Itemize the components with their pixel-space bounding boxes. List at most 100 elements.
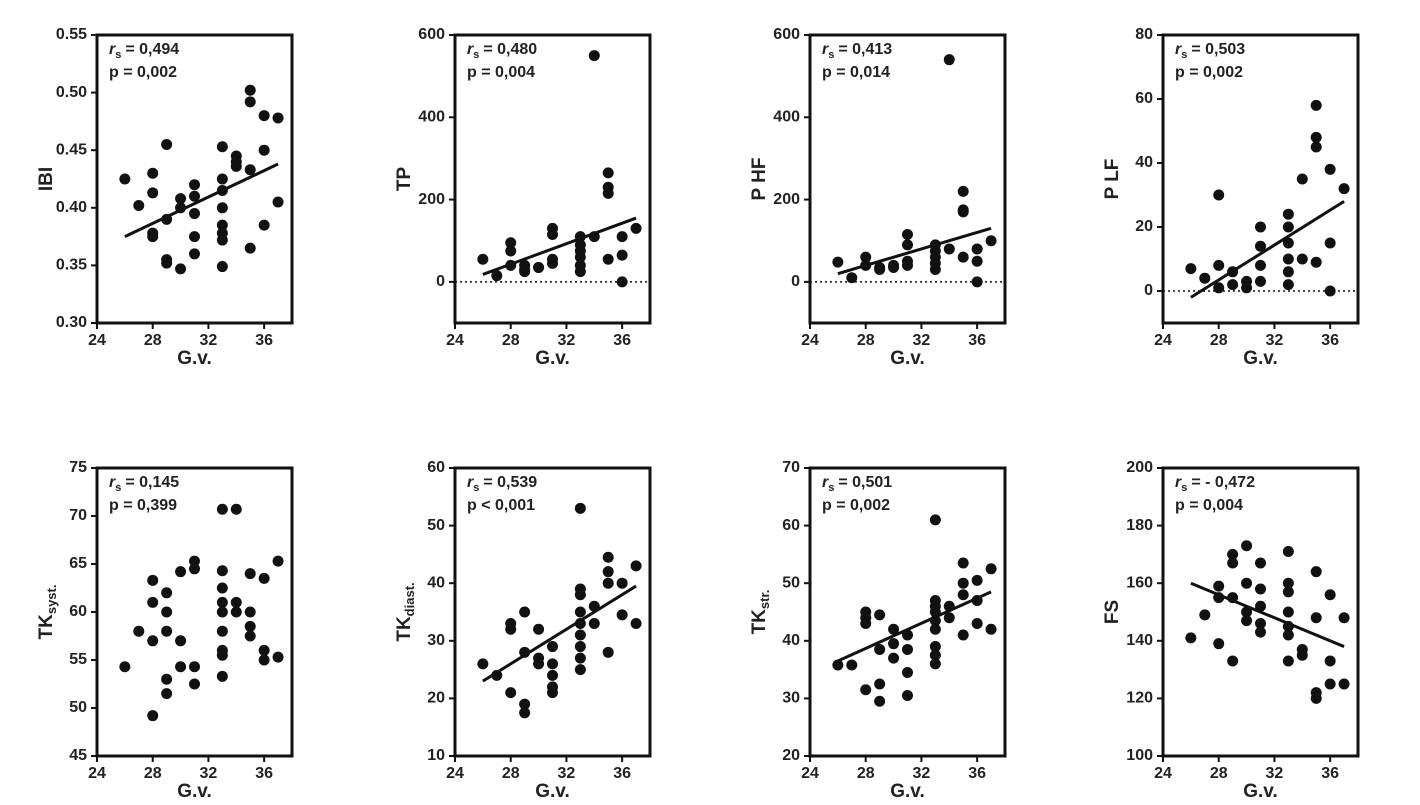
point — [161, 138, 173, 150]
y-tick-label: 200 — [1126, 459, 1153, 476]
point — [860, 251, 872, 263]
r-subscript: s — [473, 482, 479, 494]
point — [985, 623, 997, 635]
y-axis-label: TKsyst. — [36, 585, 59, 640]
point — [929, 623, 941, 635]
point — [957, 185, 969, 197]
point — [1310, 256, 1322, 268]
point — [574, 664, 586, 676]
point — [846, 659, 858, 671]
point — [547, 257, 558, 269]
panel: 0 200 400 600 24 28 32 36 G.v. P HF rs = 0,413 p = 0… — [749, 26, 1007, 369]
y-axis-label: FS — [1102, 600, 1123, 624]
point — [1310, 566, 1322, 578]
point — [1213, 580, 1225, 592]
y-tick-label: 40 — [1135, 154, 1153, 171]
point — [902, 259, 913, 271]
point — [602, 253, 614, 265]
x-tick-label: 36 — [968, 765, 986, 782]
point — [1282, 221, 1294, 233]
y-axis-label-sub: syst. — [44, 585, 59, 615]
point — [888, 638, 900, 650]
point — [1324, 678, 1336, 690]
point — [602, 187, 614, 199]
point — [547, 229, 558, 241]
point — [147, 574, 159, 586]
point — [161, 257, 173, 269]
point — [1324, 163, 1336, 175]
point — [1282, 606, 1294, 618]
point — [957, 577, 969, 589]
stat-p: p = 0,004 — [1175, 497, 1243, 514]
point — [216, 219, 228, 231]
y-tick-label: 0.55 — [56, 26, 87, 43]
point — [189, 231, 200, 243]
point — [957, 557, 969, 569]
r-symbol: r — [109, 474, 116, 491]
point — [519, 698, 531, 710]
point — [175, 661, 187, 673]
point — [602, 577, 614, 589]
stat-r: rs = 0,503 — [1175, 41, 1245, 61]
point — [230, 503, 242, 515]
point — [874, 264, 886, 276]
point — [477, 658, 489, 670]
point — [230, 160, 242, 172]
point — [616, 609, 628, 621]
y-tick-label: 0 — [436, 273, 445, 290]
point — [189, 555, 200, 567]
point — [216, 670, 228, 682]
point — [147, 167, 159, 179]
point — [630, 560, 642, 572]
r-symbol: r — [467, 474, 474, 491]
point — [957, 589, 969, 601]
point — [588, 618, 600, 630]
r-subscript: s — [828, 49, 834, 61]
x-axis-label: G.v. — [177, 348, 212, 369]
x-tick-label: 24 — [801, 765, 819, 782]
panel: 0 200 400 600 24 28 32 36 G.v. TP rs = 0,480 p = 0,0… — [394, 26, 652, 369]
y-tick-label: 30 — [782, 690, 800, 707]
r-value: = 0,539 — [483, 474, 537, 491]
point — [547, 641, 558, 653]
y-tick-label: 60 — [1135, 90, 1153, 107]
point — [1185, 263, 1197, 275]
r-value: = 0,413 — [838, 41, 892, 58]
point — [602, 566, 614, 578]
plot-frame — [95, 466, 294, 758]
point — [175, 635, 187, 647]
plot-frame — [808, 33, 1007, 325]
y-tick-label: 140 — [1126, 632, 1153, 649]
x-tick-label: 32 — [200, 332, 218, 349]
y-tick-label: 160 — [1126, 574, 1153, 591]
point — [189, 179, 200, 191]
point — [216, 173, 228, 185]
point — [189, 248, 200, 260]
point — [574, 652, 586, 664]
y-tick-label: 200 — [773, 191, 800, 208]
point — [244, 568, 256, 580]
y-axis-label: TKdiast. — [394, 582, 417, 641]
panel: 20 30 40 50 60 70 24 28 32 36 G.v. TKstr. rs = 0,501 p… — [749, 459, 1007, 802]
r-symbol: r — [109, 41, 116, 58]
y-axis-label: IBI — [36, 167, 57, 191]
y-tick-label: 10 — [427, 747, 445, 764]
stat-r: rs = 0,145 — [109, 474, 179, 494]
point — [574, 606, 586, 618]
point — [929, 649, 941, 661]
y-tick-label: 20 — [1135, 218, 1153, 235]
y-tick-label: 0.30 — [56, 314, 87, 331]
point — [1324, 589, 1336, 601]
plot-frame — [453, 33, 652, 325]
point — [547, 658, 558, 670]
point — [1282, 655, 1294, 667]
plot-frame — [808, 466, 1007, 758]
x-tick-label: 32 — [913, 765, 931, 782]
point — [216, 606, 228, 618]
point — [1255, 600, 1266, 612]
point — [574, 589, 586, 601]
y-axis-label-main: TP — [394, 167, 415, 192]
point — [602, 646, 614, 658]
point — [147, 710, 159, 722]
point — [971, 574, 983, 586]
